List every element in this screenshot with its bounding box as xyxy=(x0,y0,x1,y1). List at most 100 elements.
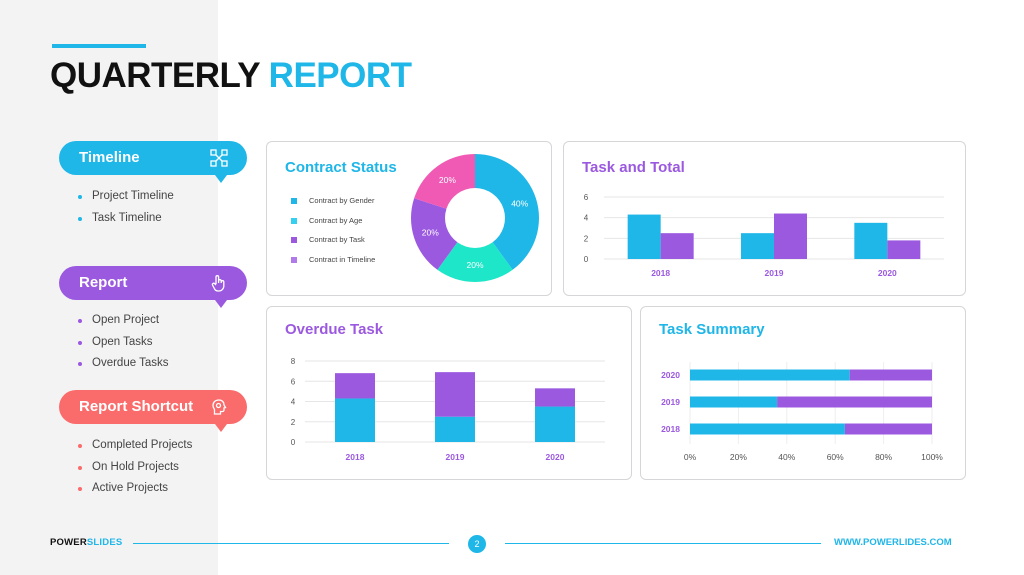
x-tick-label: 0% xyxy=(684,452,697,462)
y-tick-label: 2 xyxy=(291,418,296,427)
task-and-total-bar-chart: 0 2 4 6 2018 2019 2020 xyxy=(584,193,944,278)
legend-swatch xyxy=(291,198,297,204)
x-tick-label: 2018 xyxy=(651,268,670,278)
overdue-task-card: Overdue Task 0 2 4 6 8 2018 2019 2020 xyxy=(266,306,632,480)
bar xyxy=(854,222,888,259)
page-title-part1: QUARTERLY xyxy=(50,56,260,95)
timeline-label: Timeline xyxy=(79,149,140,166)
bar-segment xyxy=(849,369,932,381)
y-tick-label: 2020 xyxy=(661,370,680,380)
footer-brand: POWERSLIDES xyxy=(50,537,122,548)
donut-slice-label-3: 20% xyxy=(439,175,456,185)
legend-label: Contract by Gender xyxy=(309,196,375,205)
report-shortcut-label: Report Shortcut xyxy=(79,398,194,415)
task-summary-title: Task Summary xyxy=(659,321,765,338)
list-item[interactable]: On Hold Projects xyxy=(78,457,192,479)
x-tick-label: 2020 xyxy=(878,268,897,278)
timeline-pill-pointer xyxy=(215,175,227,183)
report-label: Report xyxy=(79,274,128,291)
bar-segment xyxy=(777,396,932,408)
footer-divider-left xyxy=(133,543,449,544)
timeline-list: Project Timeline Task Timeline xyxy=(78,186,174,229)
legend-swatch xyxy=(291,217,297,224)
report-shortcut-pill[interactable]: Report Shortcut xyxy=(59,390,247,432)
list-item[interactable]: Open Tasks xyxy=(78,332,169,354)
donut-slice-1 xyxy=(437,242,513,282)
hand-pointer-icon xyxy=(211,275,225,292)
y-tick-label: 2018 xyxy=(661,424,680,434)
overdue-task-title: Overdue Task xyxy=(285,321,384,338)
donut-slice-label-0: 40% xyxy=(511,198,528,208)
timeline-pill[interactable]: Timeline xyxy=(59,141,247,183)
legend-item: Contract by Gender xyxy=(291,197,375,217)
y-tick-label: 2 xyxy=(584,234,589,243)
report-pill[interactable]: Report xyxy=(59,266,247,308)
contract-status-legend: Contract by Gender Contract by Age Contr… xyxy=(291,197,375,276)
bar xyxy=(660,233,694,259)
y-tick-label: 6 xyxy=(584,193,589,202)
list-item[interactable]: Open Project xyxy=(78,310,169,332)
overdue-task-stacked-bar-chart: 0 2 4 6 8 2018 2019 2020 xyxy=(291,357,605,462)
legend-label: Contract by Task xyxy=(309,235,365,245)
list-item[interactable]: Overdue Tasks xyxy=(78,353,169,375)
list-item[interactable]: Completed Projects xyxy=(78,435,192,457)
list-item[interactable]: Active Projects xyxy=(78,478,192,500)
bar-segment xyxy=(535,406,575,442)
report-list: Open Project Open Tasks Overdue Tasks xyxy=(78,310,169,375)
footer-brand-part1: POWER xyxy=(50,537,87,548)
legend-label: Contract in Timeline xyxy=(309,255,376,265)
report-shortcut-pill-pointer xyxy=(215,424,227,432)
report-shortcut-list: Completed Projects On Hold Projects Acti… xyxy=(78,435,192,500)
bar xyxy=(887,240,921,259)
footer-url[interactable]: WWW.POWERLIDES.COM xyxy=(834,537,952,548)
y-tick-label: 4 xyxy=(584,214,589,223)
footer-brand-part2: SLIDES xyxy=(86,537,123,548)
contract-status-title: Contract Status xyxy=(285,159,397,176)
x-tick-label: 2019 xyxy=(765,268,784,278)
page-title: QUARTERLY REPORT xyxy=(50,56,412,96)
y-tick-label: 6 xyxy=(291,377,296,386)
bar-segment xyxy=(335,373,375,399)
bar-segment xyxy=(435,372,475,417)
bar-segment xyxy=(690,396,778,408)
legend-swatch xyxy=(291,257,297,264)
bar-segment xyxy=(435,416,475,442)
bar-segment xyxy=(844,423,932,435)
bar-segment xyxy=(535,388,575,407)
report-pill-pointer xyxy=(215,300,227,308)
footer-divider-right xyxy=(505,543,821,544)
x-tick-label: 100% xyxy=(921,452,943,462)
legend-swatch xyxy=(291,237,297,244)
legend-item: Contract by Task xyxy=(291,236,375,256)
list-item[interactable]: Project Timeline xyxy=(78,186,174,208)
contract-status-card: Contract Status Contract by Gender Contr… xyxy=(266,141,552,296)
bar xyxy=(774,213,807,259)
x-tick-label: 80% xyxy=(875,452,892,462)
donut-slice-label-2: 20% xyxy=(422,228,439,238)
x-tick-label: 60% xyxy=(827,452,844,462)
task-and-total-title: Task and Total xyxy=(582,159,685,176)
y-tick-label: 0 xyxy=(584,255,589,264)
bar-segment xyxy=(690,423,845,435)
y-tick-label: 2019 xyxy=(661,397,680,407)
y-tick-label: 0 xyxy=(291,438,296,447)
page-title-part2: REPORT xyxy=(268,56,412,95)
task-summary-card: Task Summary 0% 20% 40% 60% 80% 100% 2020 2019 2… xyxy=(640,306,966,480)
legend-item: Contract by Age xyxy=(291,215,375,237)
legend-item: Contract in Timeline xyxy=(291,256,375,276)
x-tick-label: 40% xyxy=(778,452,795,462)
task-summary-percent-bar-chart: 0% 20% 40% 60% 80% 100% 2020 2019 2018 xyxy=(661,362,943,462)
title-accent-bar xyxy=(52,44,146,48)
donut-slice-label-1: 20% xyxy=(466,260,483,270)
bar xyxy=(627,214,661,259)
donut-slice-0 xyxy=(475,154,539,270)
x-tick-label: 2020 xyxy=(546,452,565,462)
x-tick-label: 20% xyxy=(730,452,747,462)
bar-segment xyxy=(335,398,375,442)
list-item[interactable]: Task Timeline xyxy=(78,208,174,230)
y-tick-label: 4 xyxy=(291,398,296,407)
network-icon xyxy=(210,149,228,167)
contract-status-donut-chart: 40% 20% 20% 20% xyxy=(411,154,539,282)
legend-label: Contract by Age xyxy=(309,215,363,225)
page-number: 2 xyxy=(468,535,486,553)
